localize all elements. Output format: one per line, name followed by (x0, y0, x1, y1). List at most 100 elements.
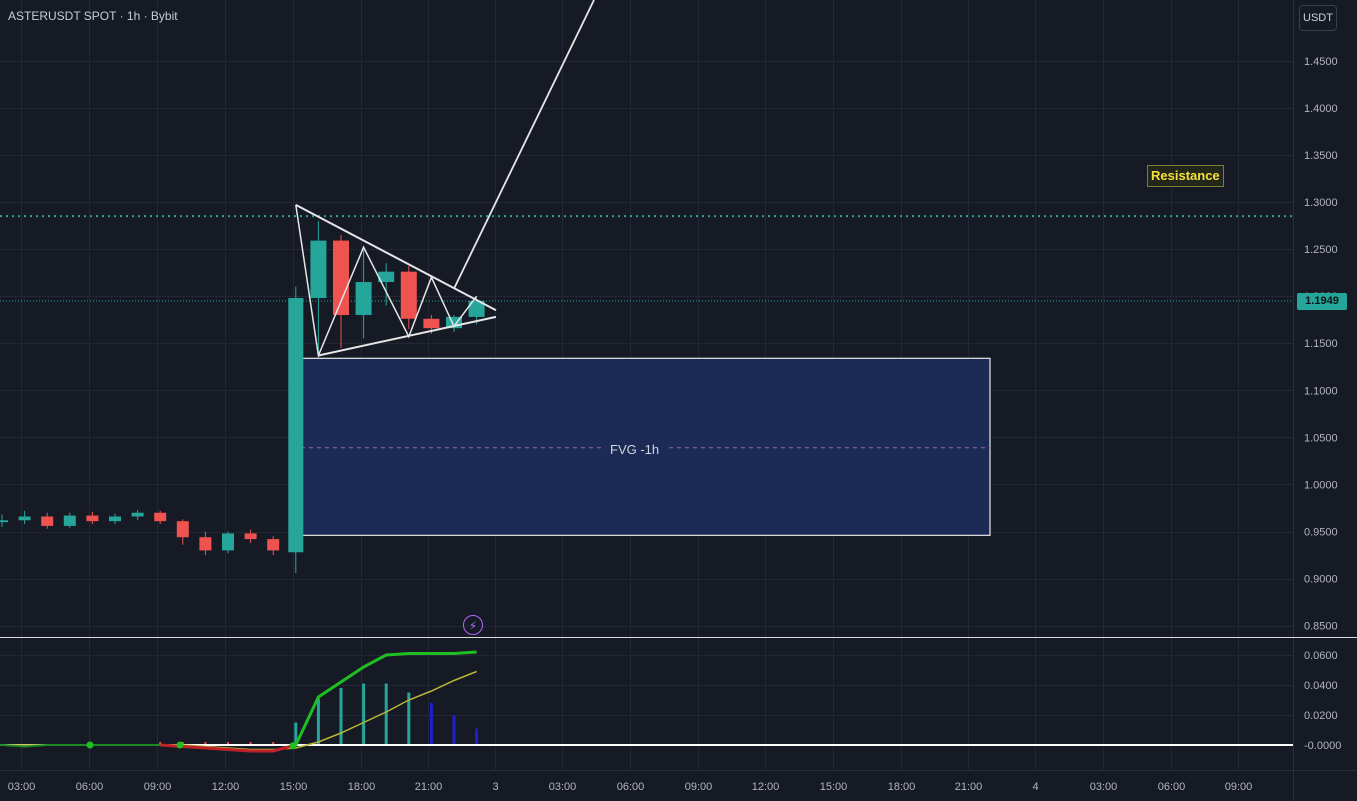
time-tick-label: 21:00 (415, 781, 443, 793)
candle-body (86, 515, 99, 522)
histogram-bar (407, 692, 411, 745)
price-tick-label: 1.3500 (1304, 150, 1338, 162)
candle-body (41, 516, 54, 526)
price-tick-label: 1.3000 (1304, 197, 1338, 209)
candle-body (131, 512, 144, 517)
price-tick-label: 1.4000 (1304, 103, 1338, 115)
candle-body (267, 539, 280, 551)
candle (86, 511, 99, 525)
histogram-bar (452, 715, 456, 745)
candle (0, 514, 8, 527)
time-tick-label: 4 (1032, 781, 1038, 793)
candle (154, 510, 167, 525)
candle (199, 531, 212, 556)
histogram-bar (294, 722, 298, 745)
time-tick-label: 03:00 (549, 781, 577, 793)
time-tick-label: 09:00 (1225, 781, 1253, 793)
time-tick-label: 09:00 (144, 781, 172, 793)
candle (288, 286, 304, 573)
candle-body (400, 271, 417, 319)
candle (267, 536, 280, 556)
time-tick-label: 06:00 (617, 781, 645, 793)
time-tick-label: 09:00 (685, 781, 713, 793)
candle-body (378, 271, 395, 283)
oscillator-tick-label: -0.0000 (1304, 740, 1341, 752)
symbol-title: ASTERUSDT SPOT · 1h · Bybit (8, 9, 178, 23)
price-tick-label: 1.4500 (1304, 56, 1338, 68)
candle (176, 519, 189, 545)
candle (131, 509, 144, 521)
price-tick-label: 0.9000 (1304, 574, 1338, 586)
oscillator-fast-line (0, 743, 161, 748)
candle-body (176, 521, 189, 538)
lightning-bolt-icon[interactable]: ⚡ (463, 615, 483, 635)
candle (41, 512, 54, 529)
oscillator-tick-label: 0.0600 (1304, 650, 1338, 662)
price-tick-label: 0.9500 (1304, 527, 1338, 539)
candle-body (199, 537, 212, 551)
candle-body (109, 516, 121, 522)
time-tick-label: 06:00 (1158, 781, 1186, 793)
cross-marker (289, 742, 297, 750)
candle-body (222, 533, 234, 551)
histogram-bar (204, 742, 207, 745)
candle-body (63, 515, 76, 526)
candle (446, 314, 462, 332)
current-price-badge: 1.1949 (1297, 293, 1347, 310)
time-tick-label: 21:00 (955, 781, 983, 793)
candle (18, 510, 31, 525)
candle (355, 249, 372, 339)
candle (400, 266, 417, 330)
time-tick-label: 3 (492, 781, 498, 793)
histogram-bar (384, 683, 388, 745)
candle (468, 298, 485, 325)
time-tick-label: 15:00 (820, 781, 848, 793)
time-tick-label: 18:00 (888, 781, 916, 793)
fvg-label: FVG -1h (604, 441, 666, 458)
candle (63, 512, 76, 528)
price-tick-label: 1.0500 (1304, 432, 1338, 444)
price-tick-label: 1.2500 (1304, 244, 1338, 256)
candle-body (355, 282, 372, 315)
histogram-bar (316, 698, 320, 745)
time-tick-label: 12:00 (752, 781, 780, 793)
histogram-bar (272, 742, 275, 745)
oscillator-tick-label: 0.0400 (1304, 680, 1338, 692)
oscillator-tick-label: 0.0200 (1304, 710, 1338, 722)
time-tick-label: 15:00 (280, 781, 308, 793)
candle-body (0, 520, 8, 523)
candle-body (288, 298, 304, 553)
histogram-bar (159, 742, 162, 745)
currency-button[interactable]: USDT (1299, 5, 1337, 31)
triangle-lower-line (318, 315, 497, 357)
candle (310, 220, 327, 353)
projection-line (453, 0, 595, 290)
time-tick-label: 03:00 (1090, 781, 1118, 793)
histogram-bar (362, 683, 366, 745)
time-tick-label: 06:00 (76, 781, 104, 793)
triangle-upper-line (295, 203, 497, 312)
time-tick-label: 18:00 (348, 781, 376, 793)
histogram-bar (475, 728, 479, 745)
candle-body (468, 300, 485, 317)
candle (333, 234, 349, 348)
histogram-bar (339, 688, 343, 745)
resistance-label[interactable]: Resistance (1147, 165, 1224, 187)
candle-body (446, 316, 462, 329)
candle-body (18, 516, 31, 521)
histogram-bar (429, 703, 433, 745)
oscillator-fast-line (294, 650, 477, 746)
candle (222, 531, 234, 554)
price-tick-label: 1.1000 (1304, 385, 1338, 397)
candle (109, 513, 121, 525)
candle (378, 263, 395, 306)
cross-marker (176, 741, 184, 749)
histogram-bar (249, 742, 252, 745)
candle (244, 529, 257, 543)
candle-body (423, 318, 440, 329)
time-tick-label: 03:00 (8, 781, 36, 793)
price-tick-label: 1.1500 (1304, 338, 1338, 350)
histogram-bar (227, 742, 229, 745)
time-tick-label: 12:00 (212, 781, 240, 793)
